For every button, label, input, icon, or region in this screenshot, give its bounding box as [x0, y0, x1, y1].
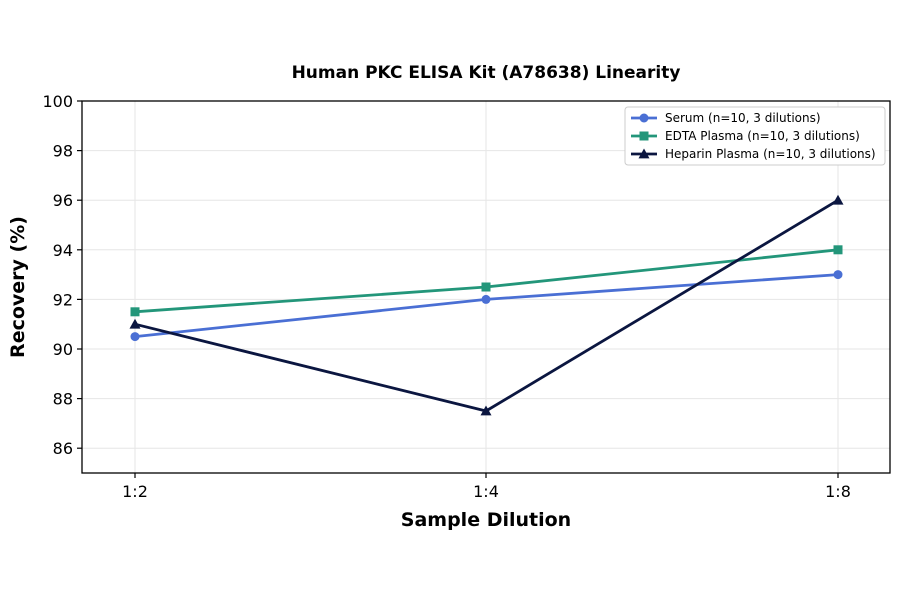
y-tick-label: 94: [53, 241, 73, 260]
data-point: [833, 245, 843, 255]
chart-title: Human PKC ELISA Kit (A78638) Linearity: [292, 63, 681, 83]
legend: Serum (n=10, 3 dilutions) EDTA Plasma (n=…: [624, 106, 886, 166]
y-tick-label: 92: [53, 290, 73, 309]
legend-marker: [639, 131, 649, 141]
legend-label: Serum (n=10, 3 dilutions): [665, 111, 821, 125]
legend-label: EDTA Plasma (n=10, 3 dilutions): [665, 129, 860, 143]
data-point: [130, 307, 140, 317]
legend-label: Heparin Plasma (n=10, 3 dilutions): [665, 147, 876, 161]
data-point: [480, 405, 492, 416]
series-1: [130, 270, 843, 342]
data-point: [833, 270, 843, 280]
series-3: [129, 194, 844, 416]
data-point: [481, 294, 491, 304]
y-tick-label: 88: [53, 390, 73, 409]
x-tick-label: 1:2: [122, 482, 148, 501]
legend-item: Serum (n=10, 3 dilutions): [631, 111, 821, 125]
x-axis-label: Sample Dilution: [401, 509, 571, 531]
legend-marker: [638, 148, 650, 159]
y-tick-label: 90: [53, 340, 73, 359]
y-axis-label: Recovery (%): [7, 216, 29, 358]
legend-item: EDTA Plasma (n=10, 3 dilutions): [631, 129, 860, 143]
y-tick-label: 98: [53, 142, 73, 161]
legend-box: [624, 106, 886, 166]
series-layer: [129, 194, 844, 416]
y-tick-label: 96: [53, 191, 73, 210]
x-tick-label: 1:4: [473, 482, 499, 501]
series-2: [130, 245, 843, 317]
y-tick-label: 86: [53, 439, 73, 458]
y-tick-label: 100: [42, 92, 73, 111]
legend-item: Heparin Plasma (n=10, 3 dilutions): [631, 147, 876, 161]
x-axis: 1:2 1:4 1:8: [122, 473, 851, 501]
data-point: [481, 282, 491, 292]
data-point: [832, 194, 844, 205]
legend-marker: [639, 113, 649, 123]
data-point: [129, 318, 141, 329]
y-axis: 86 88 90 92 94 96 98 100: [42, 92, 82, 458]
x-tick-label: 1:8: [825, 482, 851, 501]
data-point: [130, 332, 140, 342]
